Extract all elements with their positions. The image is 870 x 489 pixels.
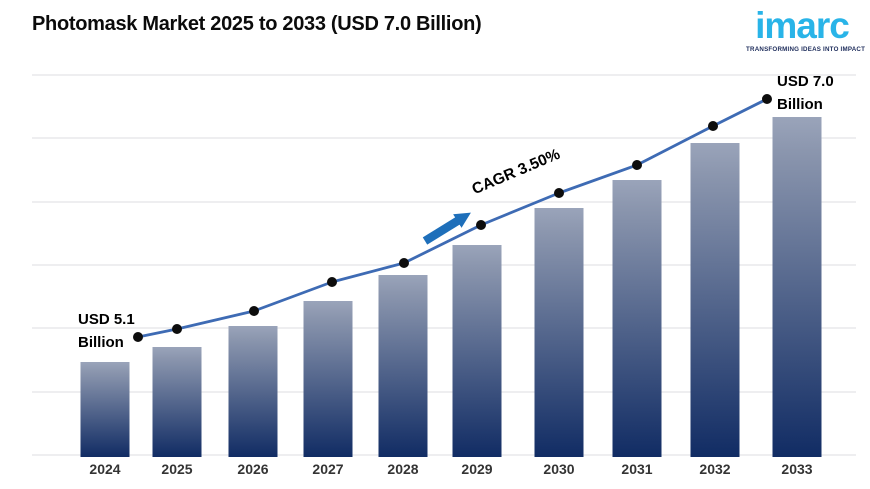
bar-2032 (690, 143, 740, 457)
trend-line (136, 97, 769, 339)
bar-2031 (612, 180, 662, 457)
bar-2030 (534, 208, 584, 457)
data-point-2033 (762, 94, 772, 104)
bar-2029 (452, 245, 502, 457)
annotation-start-line2: Billion (78, 334, 124, 351)
data-point-2032 (708, 121, 718, 131)
annotation-end-value: USD 7.0 Billion (777, 70, 834, 116)
chart-title: Photomask Market 2025 to 2033 (USD 7.0 B… (32, 13, 482, 35)
x-axis-label-2026: 2026 (237, 461, 269, 477)
annotation-start-value: USD 5.1 Billion (78, 308, 135, 354)
imarc-logo-tagline: TRANSFORMING IDEAS INTO IMPACT (746, 46, 866, 53)
x-axis-label-2033: 2033 (781, 461, 813, 477)
bars (80, 117, 822, 457)
bar-2033 (772, 117, 822, 457)
bar-2025 (152, 347, 202, 457)
cagr-arrow-group (422, 212, 471, 245)
data-point-2025 (172, 324, 182, 334)
x-axis-label-2029: 2029 (461, 461, 493, 477)
data-point-2031 (632, 160, 642, 170)
data-point-2027 (327, 277, 337, 287)
x-axis-label-2025: 2025 (161, 461, 193, 477)
cagr-arrow (422, 212, 471, 245)
data-points (133, 94, 772, 342)
annotation-start-line1: USD 5.1 (78, 311, 135, 328)
x-axis-label-2031: 2031 (621, 461, 653, 477)
x-axis-label-2027: 2027 (312, 461, 344, 477)
bar-2026 (228, 326, 278, 457)
data-point-2028 (399, 258, 409, 268)
data-point-2026 (249, 306, 259, 316)
bar-2024 (80, 362, 130, 457)
x-axis-label-2028: 2028 (387, 461, 419, 477)
trend-line-group (136, 97, 769, 339)
data-point-2030 (554, 188, 564, 198)
bar-2028 (378, 275, 428, 457)
data-point-2024 (133, 332, 143, 342)
annotation-end-line1: USD 7.0 (777, 73, 834, 90)
x-axis-label-2030: 2030 (543, 461, 575, 477)
data-point-2029 (476, 220, 486, 230)
bar-2027 (303, 301, 353, 457)
annotation-end-line2: Billion (777, 96, 823, 113)
imarc-logo: imarc TRANSFORMING IDEAS INTO IMPACT (746, 5, 866, 54)
x-axis-label-2032: 2032 (699, 461, 731, 477)
x-axis-label-2024: 2024 (89, 461, 121, 477)
imarc-logo-text: imarc (755, 5, 850, 46)
